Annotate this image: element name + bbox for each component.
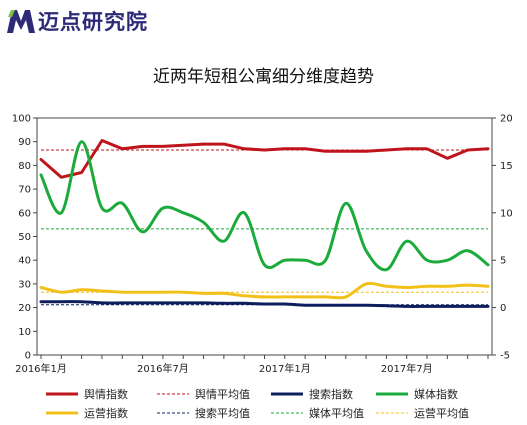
series-line-舆情指数	[39, 139, 490, 179]
series-line-运营指数	[39, 281, 490, 300]
legend-label: 舆情指数	[84, 387, 128, 401]
series-line-媒体指数	[39, 140, 490, 272]
y-left-tick-label: 90	[18, 137, 31, 148]
legend-label: 运营平均值	[414, 406, 469, 420]
y-left-tick-label: 60	[18, 208, 31, 219]
series-line-搜索指数	[39, 300, 490, 308]
y-right-tick-label: 5	[500, 256, 506, 267]
y-right-tick-label: -5	[500, 351, 510, 362]
legend-label: 搜索指数	[309, 387, 353, 401]
y-left-tick-label: 10	[18, 327, 31, 338]
y-left-tick-label: 40	[18, 256, 31, 267]
y-left-tick-label: 50	[18, 232, 31, 243]
legend-label: 搜索平均值	[195, 406, 250, 420]
brand-name: 迈点研究院	[38, 10, 148, 34]
chart-title: 近两年短租公寓细分维度趋势	[153, 67, 374, 87]
y-left-tick-label: 30	[18, 279, 31, 290]
legend-label: 运营指数	[84, 406, 128, 420]
y-left-tick-label: 70	[18, 185, 31, 196]
brand-logo: 迈点研究院	[6, 8, 148, 34]
legend-label: 舆情平均值	[195, 387, 250, 401]
y-right-tick-label: 15	[500, 161, 513, 172]
y-right-tick-label: 0	[500, 303, 506, 314]
y-left-tick-label: 20	[18, 303, 31, 314]
m-logo-icon	[7, 10, 35, 33]
y-left-tick-label: 0	[25, 351, 31, 362]
x-tick-label: 2016年7月	[137, 362, 189, 375]
y-right-tick-label: 10	[500, 208, 513, 219]
x-tick-label: 2016年1月	[15, 362, 67, 375]
chart-axes: 0 10 20 30 40 50 60 70 80 90 100 -5 0 5 10 15 20 2016年1月 2…	[12, 114, 513, 376]
plot-frame	[36, 117, 493, 356]
y-left-tick-label: 100	[12, 114, 31, 125]
x-tick-label: 2017年7月	[381, 362, 433, 375]
x-tick-label: 2017年1月	[259, 362, 311, 375]
legend-label: 媒体平均值	[309, 406, 364, 420]
chart-series	[39, 139, 490, 308]
y-left-tick-label: 80	[18, 161, 31, 172]
y-right-tick-label: 20	[500, 114, 513, 125]
legend-label: 媒体指数	[414, 387, 458, 401]
